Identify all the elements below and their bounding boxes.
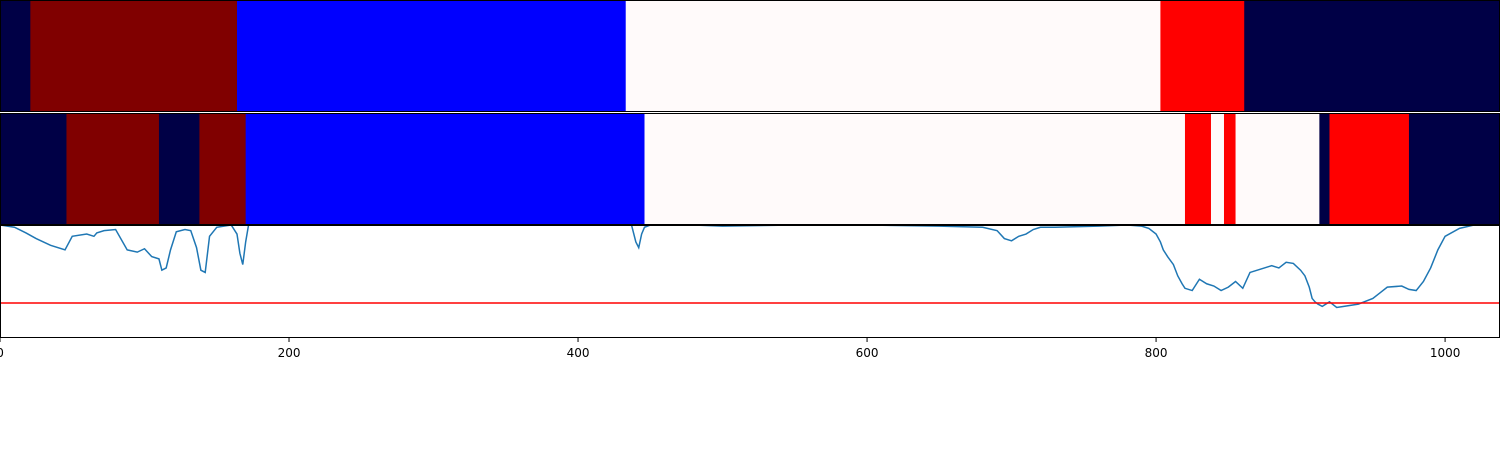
- heat-segment-1-2: [30, 0, 238, 112]
- heat-segment-1-6: [1244, 0, 1500, 112]
- heat-segment-1-3: [236, 0, 627, 112]
- heat-segment-2-10: [1235, 113, 1320, 225]
- x-tick-label-3: 400: [567, 346, 590, 360]
- x-tick-label-5: 800: [1145, 346, 1168, 360]
- heat-segment-2-7: [1184, 113, 1212, 225]
- heat-segment-2-4: [199, 113, 247, 225]
- line-frame: [0, 225, 1500, 338]
- heat-segment-2-2: [66, 113, 160, 225]
- heat-segment-1-1: [0, 0, 31, 112]
- heatmap-band-top: [0, 0, 1500, 112]
- x-tick-label-1: 0: [0, 346, 4, 360]
- x-axis: 0 200 400 600 800 1000: [0, 338, 1460, 360]
- heat-segment-2-1: [0, 113, 67, 225]
- line-plot-panel: [0, 225, 1500, 338]
- heat-segment-2-6: [644, 113, 1186, 225]
- heat-segment-2-9: [1223, 113, 1237, 225]
- heat-segment-2-8: [1210, 113, 1225, 225]
- heat-segment-2-3: [158, 113, 200, 225]
- heat-segment-1-4: [625, 0, 1161, 112]
- heatmap-band-bottom: [0, 113, 1500, 225]
- heat-segment-1-5: [1160, 0, 1245, 112]
- heat-segment-2-12: [1329, 113, 1410, 225]
- x-tick-label-2: 200: [278, 346, 301, 360]
- heat-segment-2-13: [1408, 113, 1500, 225]
- heat-segment-2-11: [1319, 113, 1330, 225]
- series-line: [0, 225, 1500, 309]
- heat-segment-2-5: [245, 113, 646, 225]
- x-tick-label-6: 1000: [1430, 346, 1461, 360]
- x-tick-label-4: 600: [856, 346, 879, 360]
